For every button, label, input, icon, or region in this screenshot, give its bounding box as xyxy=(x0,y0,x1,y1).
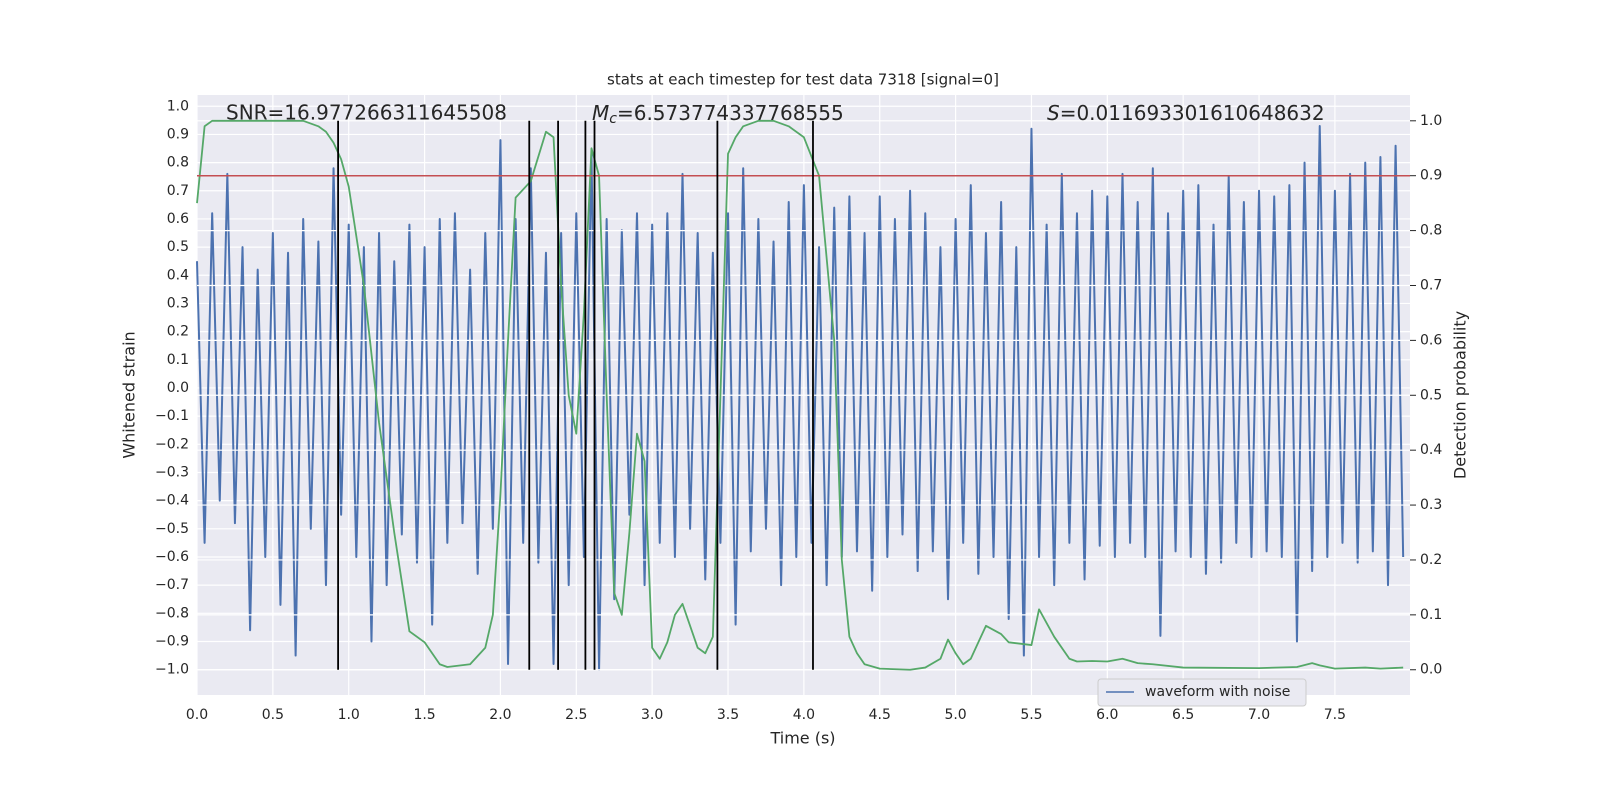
y2-tick-label: 0.3 xyxy=(1420,497,1442,513)
plot-layer xyxy=(196,95,1410,695)
y-tick-label: 0.8 xyxy=(167,155,189,171)
x-tick-label: 3.0 xyxy=(641,707,663,723)
y-tick-label: −0.3 xyxy=(155,464,189,480)
annotation-value: =6.573774337768555 xyxy=(617,101,844,125)
y-tick-label: −0.5 xyxy=(155,521,189,537)
y2-tick-label: 0.2 xyxy=(1420,552,1442,568)
chart-title: stats at each timestep for test data 731… xyxy=(607,71,999,89)
legend-box xyxy=(1097,678,1307,707)
y2-tick-label: 0.7 xyxy=(1420,277,1442,293)
y2-tick-label: 0.1 xyxy=(1420,607,1442,623)
y-tick-label: −0.4 xyxy=(155,493,189,509)
x-tick-label: 0.5 xyxy=(262,707,284,723)
x-tick-label: 3.5 xyxy=(717,707,739,723)
y2-axis-label: Detection probability xyxy=(1451,311,1470,479)
x-tick-label: 4.5 xyxy=(869,707,891,723)
y-tick-label: −1.0 xyxy=(155,662,189,678)
y2-tick-label: 0.0 xyxy=(1420,662,1442,678)
y-tick-label: 0.3 xyxy=(167,295,189,311)
y-tick-label: −0.8 xyxy=(155,605,189,621)
x-tick-label: 0.0 xyxy=(186,707,208,723)
x-tick-label: 4.0 xyxy=(793,707,815,723)
y-tick-label: 0.6 xyxy=(167,211,189,227)
annotation-symbol: S xyxy=(1047,101,1060,125)
y-tick-label: 0.2 xyxy=(167,324,189,340)
y2-tick-label: 0.6 xyxy=(1420,332,1442,348)
x-tick-label: 2.0 xyxy=(489,707,511,723)
y-axis-label: Whitened strain xyxy=(120,331,139,458)
annotation: S=0.011693301610648632 xyxy=(1047,101,1325,125)
legend: waveform with noise xyxy=(1097,678,1307,707)
x-tick-label: 2.5 xyxy=(565,707,587,723)
y-tick-label: −0.7 xyxy=(155,577,189,593)
annotation: Mc=6.573774337768555 xyxy=(592,101,844,128)
y-tick-label: −0.6 xyxy=(155,549,189,565)
y2-tick-label: 0.9 xyxy=(1420,168,1442,184)
x-tick-label: 1.0 xyxy=(338,707,360,723)
y-tick-label: −0.1 xyxy=(155,408,189,424)
x-tick-label: 7.0 xyxy=(1248,707,1270,723)
y2-tick-label: 0.4 xyxy=(1420,442,1442,458)
legend-label: waveform with noise xyxy=(1145,684,1290,700)
annotation-symbol: M xyxy=(592,101,609,125)
y2-tick-label: 0.8 xyxy=(1420,223,1442,239)
y-tick-label: 0.5 xyxy=(167,239,189,255)
x-tick-label: 5.0 xyxy=(944,707,966,723)
y-tick-label: 0.1 xyxy=(167,352,189,368)
x-tick-label: 6.0 xyxy=(1096,707,1118,723)
y-tick-label: −0.9 xyxy=(155,633,189,649)
x-tick-label: 7.5 xyxy=(1324,707,1346,723)
x-tick-label: 5.5 xyxy=(1020,707,1042,723)
y2-tick-label: 1.0 xyxy=(1420,113,1442,129)
annotation: SNR=16.977266311645508 xyxy=(226,101,507,125)
x-tick-label: 6.5 xyxy=(1172,707,1194,723)
annotation-subscript: c xyxy=(609,111,617,127)
y-tick-label: 0.7 xyxy=(167,183,189,199)
y2-tick-label: 0.5 xyxy=(1420,387,1442,403)
y-tick-label: 0.4 xyxy=(167,267,189,283)
series-line xyxy=(196,124,1405,671)
series-line xyxy=(196,119,1404,671)
y-tick-label: 0.9 xyxy=(167,126,189,142)
y-tick-label: 1.0 xyxy=(167,98,189,114)
x-tick-label: 1.5 xyxy=(413,707,435,723)
x-axis-label: Time (s) xyxy=(769,729,835,748)
annotation-value: =0.011693301610648632 xyxy=(1060,101,1325,125)
y-tick-label: 0.0 xyxy=(167,380,189,396)
y-tick-label: −0.2 xyxy=(155,436,189,452)
